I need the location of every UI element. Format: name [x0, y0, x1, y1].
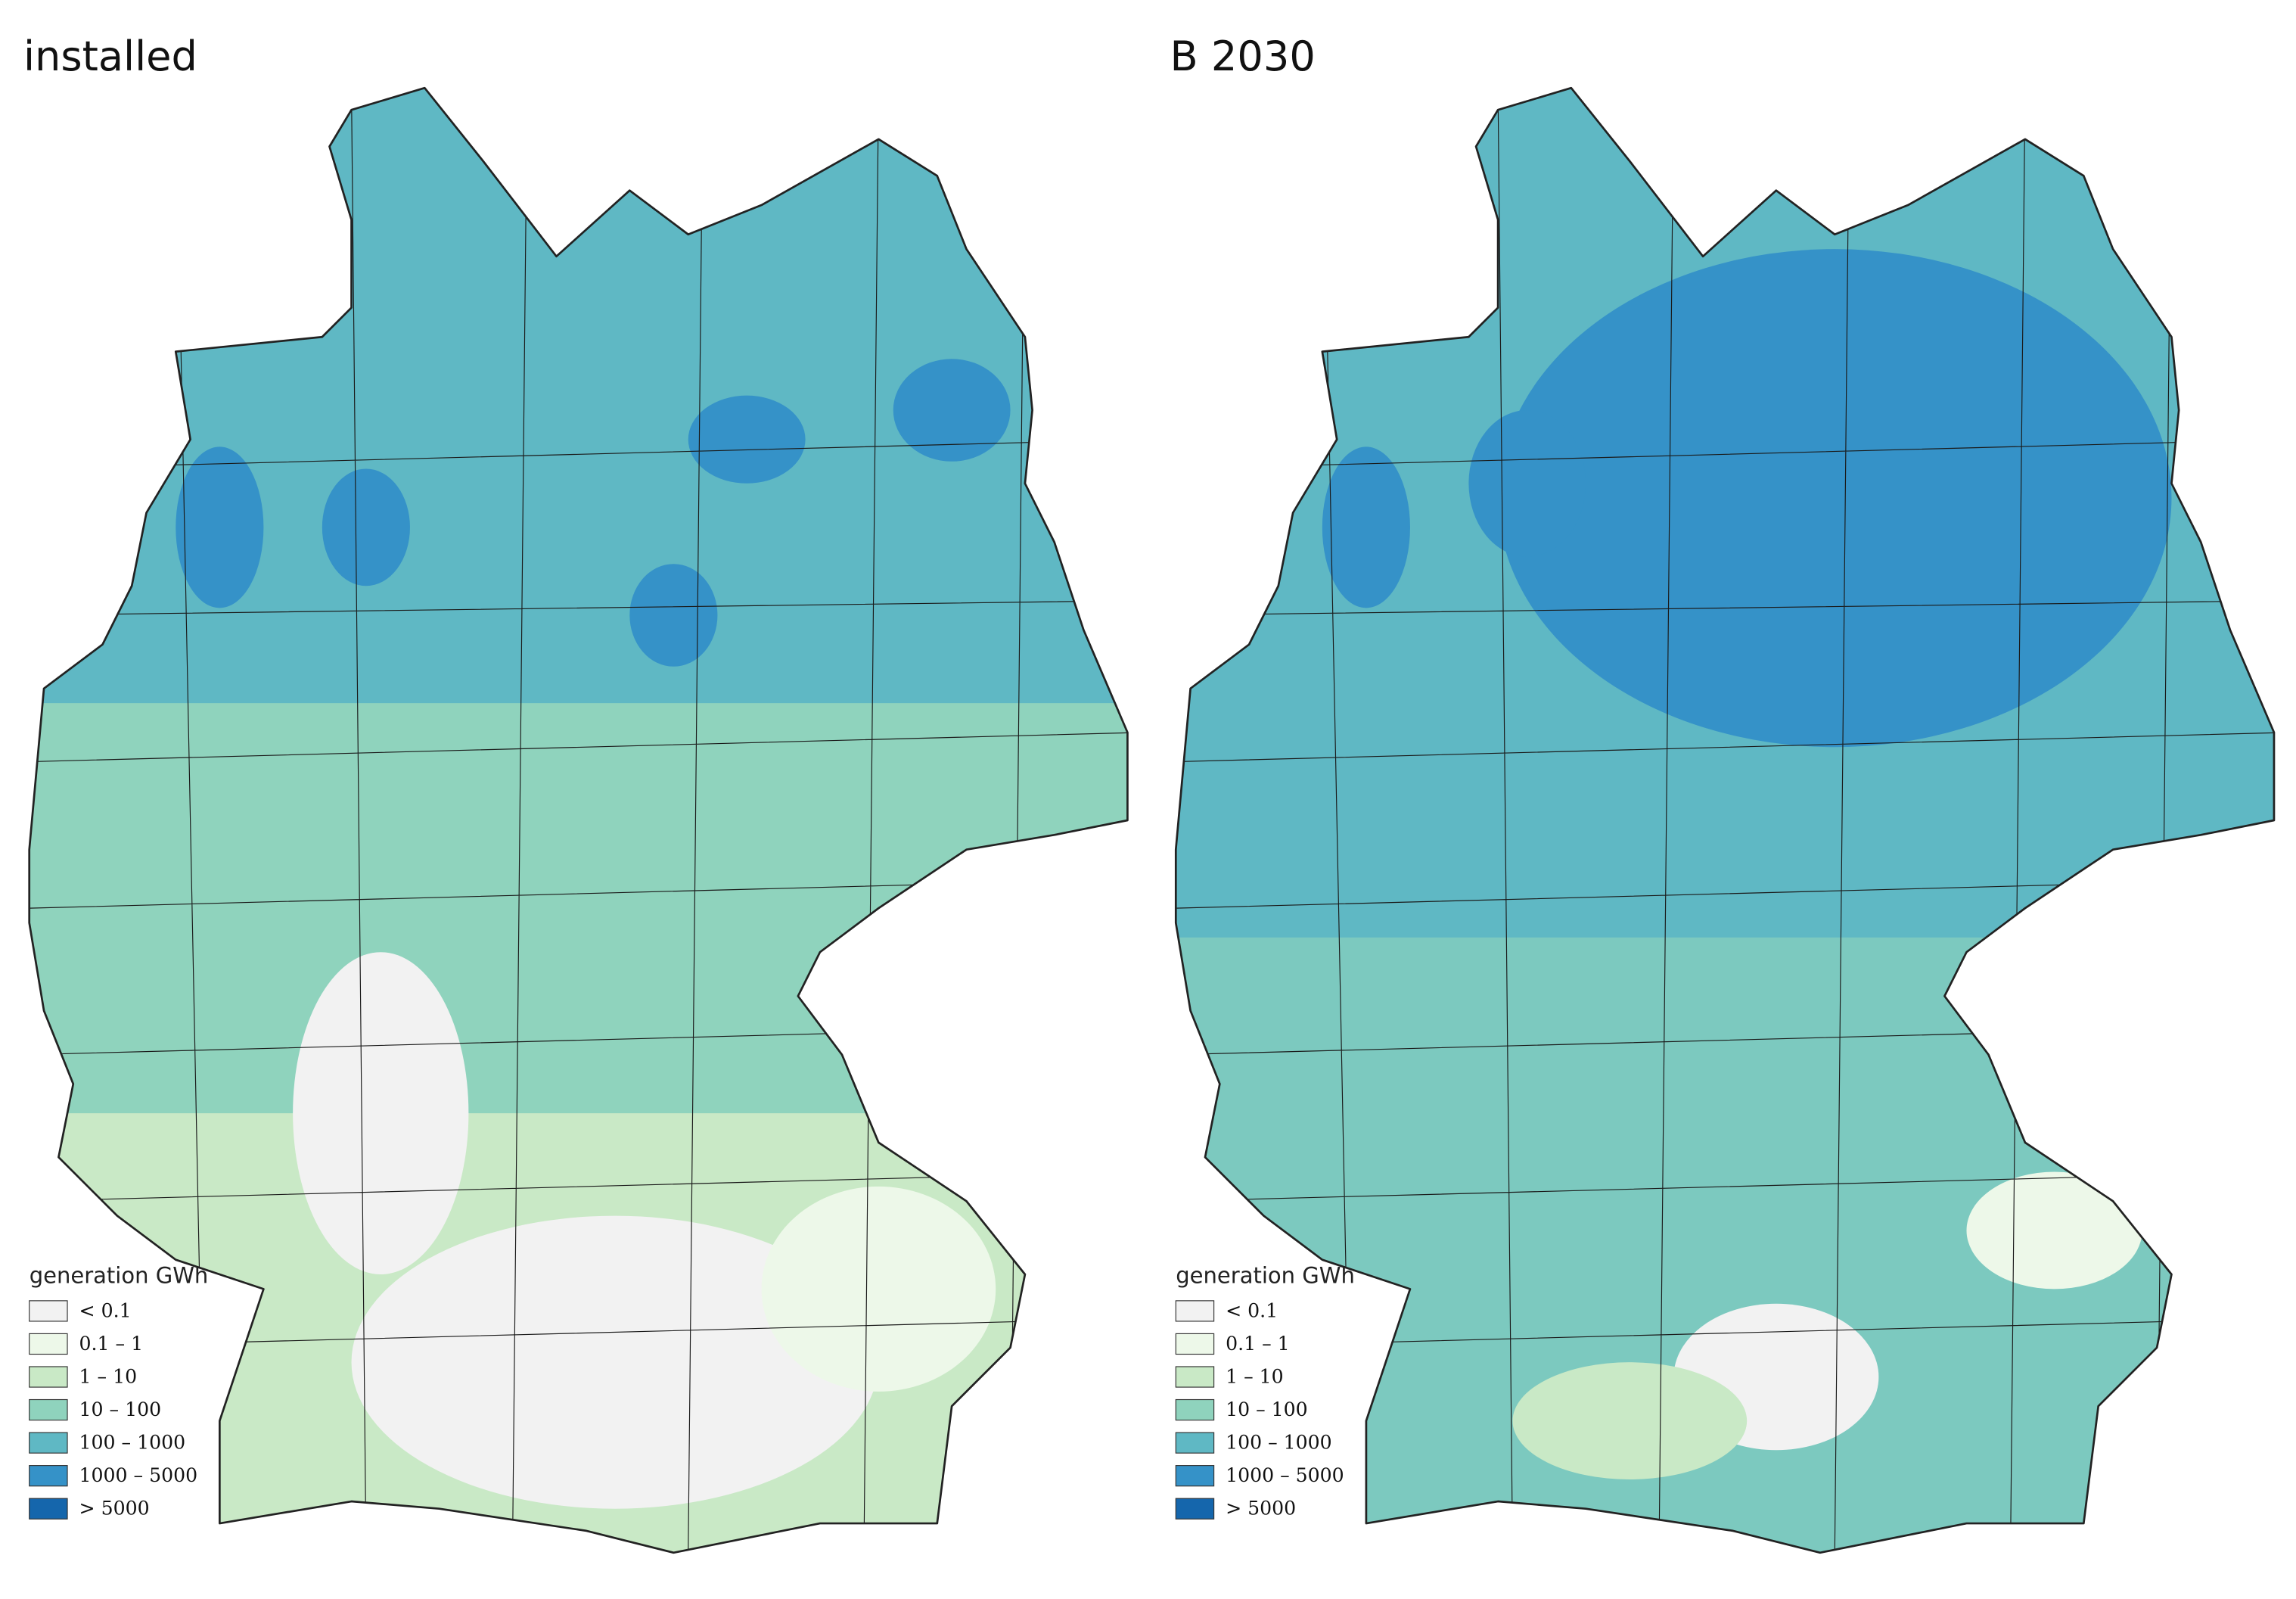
legend-swatch [29, 1498, 68, 1520]
legend-label: > 5000 [79, 1498, 150, 1520]
legend-label: > 5000 [1226, 1498, 1296, 1520]
legend-swatch [1175, 1498, 1215, 1520]
legend: generation GWh < 0.1 0.1 – 1 1 – 10 10 – 100… [29, 1263, 209, 1520]
legend: generation GWh < 0.1 0.1 – 1 1 – 10 10 – 100… [1175, 1263, 1355, 1520]
panel: B 2030 generation GWh < 0.1 0.1 – 1 1 – 10 10… [1170, 33, 1355, 1520]
panel-title: installed [23, 33, 197, 80]
map-installed [28, 86, 1129, 1554]
legend-label: 100 – 1000 [79, 1432, 186, 1454]
legend-label: 10 – 100 [1226, 1398, 1308, 1420]
legend-title: generation GWh [1176, 1263, 1355, 1289]
legend-label: 1000 – 5000 [1226, 1464, 1344, 1486]
legend-label: 0.1 – 1 [1226, 1333, 1290, 1355]
legend-swatch [29, 1333, 68, 1355]
legend-swatch [29, 1432, 68, 1454]
legend-swatch [1175, 1432, 1215, 1454]
map-b2030 [1174, 86, 2276, 1554]
legend-label: 100 – 1000 [1226, 1432, 1332, 1454]
legend-swatch [29, 1300, 68, 1322]
legend-swatch [29, 1398, 68, 1421]
legend-swatch [29, 1465, 68, 1487]
legend-label: 1000 – 5000 [79, 1464, 198, 1486]
legend-swatch [1175, 1465, 1215, 1487]
panel: installed generation GWh < 0.1 0.1 – 1 1 – 1… [23, 33, 208, 1520]
legend-label: 1 – 10 [1226, 1365, 1284, 1387]
legend-label: 0.1 – 1 [79, 1333, 144, 1355]
legend-label: 10 – 100 [79, 1398, 162, 1420]
legend-swatch [1175, 1398, 1215, 1421]
legend-title: generation GWh [30, 1263, 209, 1289]
legend-label: < 0.1 [79, 1299, 132, 1321]
legend-swatch [1175, 1333, 1215, 1355]
legend-swatch [1175, 1366, 1215, 1388]
legend-swatch [29, 1366, 68, 1388]
legend-label: < 0.1 [1226, 1299, 1278, 1321]
panel-title: B 2030 [1170, 33, 1316, 80]
legend-label: 1 – 10 [79, 1365, 138, 1387]
legend-swatch [1175, 1300, 1215, 1322]
